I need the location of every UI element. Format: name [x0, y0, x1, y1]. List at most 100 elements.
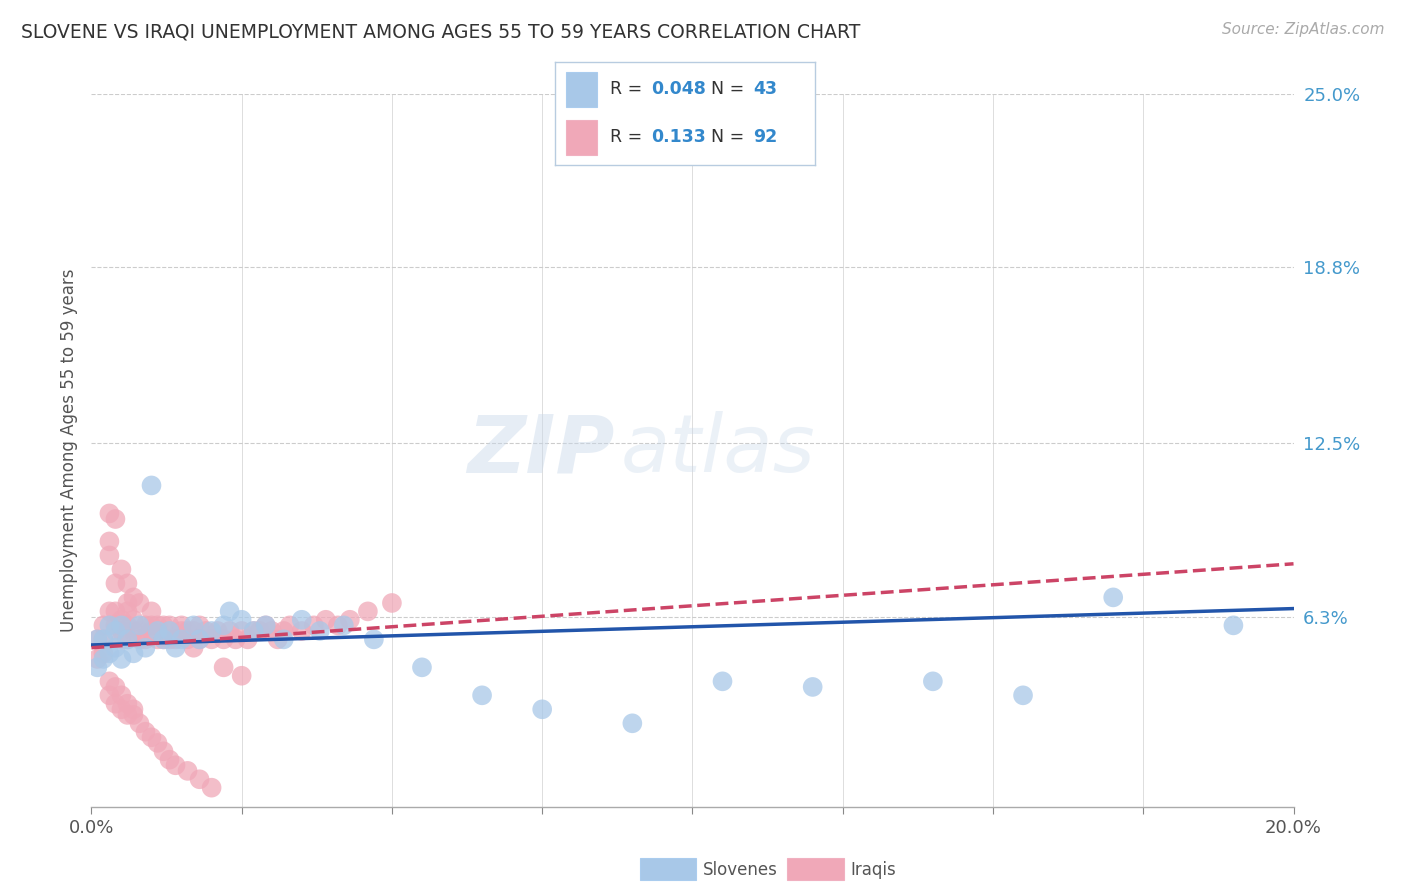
Point [110, 689, 132, 703]
Point [110, 613, 132, 627]
Point [159, 618, 181, 632]
Point [128, 624, 150, 638]
Point [110, 618, 132, 632]
Point [621, 716, 644, 731]
Point [141, 618, 163, 632]
Point [141, 624, 163, 638]
Point [273, 632, 295, 647]
Point [128, 618, 150, 632]
Point [104, 640, 127, 655]
Text: 92: 92 [754, 128, 778, 146]
Point [152, 744, 174, 758]
Point [159, 632, 181, 647]
Point [170, 632, 193, 647]
Point [242, 624, 264, 638]
Point [159, 753, 181, 767]
Point [86, 632, 108, 647]
Text: 43: 43 [754, 80, 778, 98]
Point [122, 624, 145, 638]
Point [152, 618, 174, 632]
Point [176, 632, 198, 647]
Point [201, 632, 224, 647]
Point [260, 624, 283, 638]
Point [98, 534, 121, 549]
Point [98, 618, 121, 632]
Point [104, 680, 127, 694]
Point [531, 702, 554, 716]
Point [170, 624, 193, 638]
Point [357, 604, 380, 618]
Point [134, 724, 156, 739]
Point [188, 632, 211, 647]
Point [411, 660, 433, 674]
Point [128, 596, 150, 610]
Point [141, 604, 163, 618]
Point [104, 697, 127, 711]
Point [98, 674, 121, 689]
Point [267, 632, 290, 647]
Point [236, 632, 259, 647]
Point [231, 613, 253, 627]
Point [1222, 618, 1244, 632]
Text: Source: ZipAtlas.com: Source: ZipAtlas.com [1222, 22, 1385, 37]
Point [122, 591, 145, 605]
Point [218, 604, 240, 618]
Point [117, 632, 139, 647]
Point [315, 613, 337, 627]
Point [249, 624, 271, 638]
Point [254, 618, 277, 632]
Point [98, 646, 121, 660]
Point [183, 624, 205, 638]
Point [242, 624, 264, 638]
Bar [565, 120, 598, 155]
Point [141, 478, 163, 492]
Point [922, 674, 945, 689]
Point [86, 660, 108, 674]
Point [801, 680, 824, 694]
Point [110, 702, 132, 716]
Point [711, 674, 734, 689]
Text: R =: R = [610, 80, 648, 98]
Point [98, 549, 121, 563]
Point [117, 596, 139, 610]
Point [165, 632, 187, 647]
Point [93, 632, 115, 647]
Point [381, 596, 404, 610]
Point [302, 618, 325, 632]
Point [159, 624, 181, 638]
Point [104, 576, 127, 591]
Point [104, 624, 127, 638]
Point [117, 697, 139, 711]
Point [93, 632, 115, 647]
Point [122, 707, 145, 722]
Point [122, 702, 145, 716]
Point [110, 624, 132, 638]
Point [308, 624, 330, 638]
Point [291, 613, 314, 627]
Point [110, 562, 132, 576]
Point [134, 618, 156, 632]
Point [333, 618, 356, 632]
Point [110, 632, 132, 647]
Point [86, 652, 108, 666]
Text: ZIP: ZIP [467, 411, 614, 490]
Point [93, 652, 115, 666]
Point [165, 640, 187, 655]
Point [128, 632, 150, 647]
Point [207, 624, 229, 638]
Text: 0.133: 0.133 [651, 128, 706, 146]
Point [128, 716, 150, 731]
Point [183, 640, 205, 655]
Text: R =: R = [610, 128, 648, 146]
Point [152, 632, 174, 647]
Point [291, 624, 314, 638]
Point [188, 618, 211, 632]
Point [117, 707, 139, 722]
Point [98, 507, 121, 521]
Point [183, 618, 205, 632]
Point [86, 632, 108, 647]
Point [254, 618, 277, 632]
Point [122, 613, 145, 627]
Text: Iraqis: Iraqis [851, 861, 897, 879]
Point [134, 632, 156, 647]
